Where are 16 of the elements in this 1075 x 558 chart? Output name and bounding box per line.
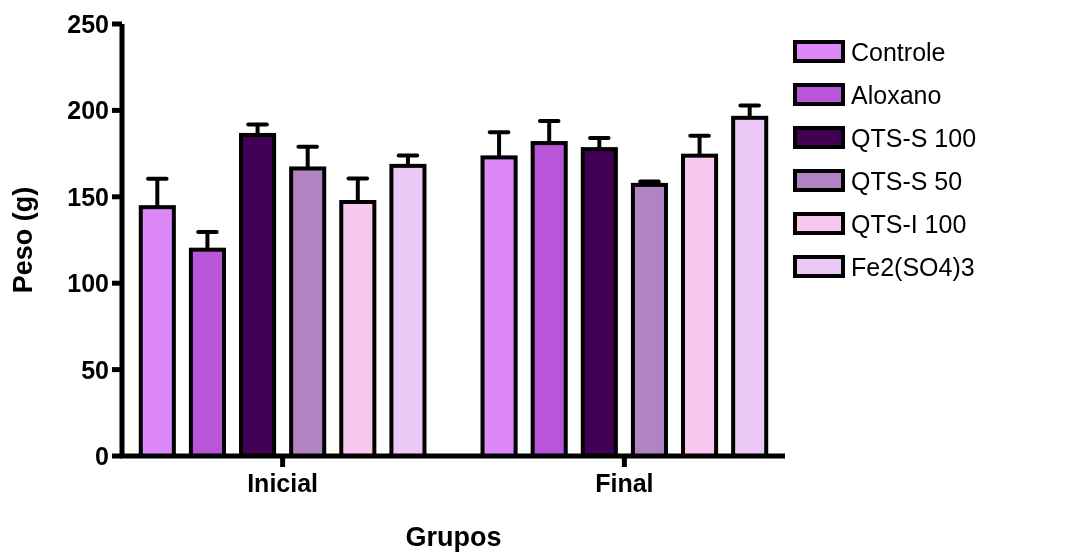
y-axis-title: Peso (g) bbox=[8, 186, 38, 294]
legend-label: QTS-S 100 bbox=[851, 124, 977, 152]
x-axis-title: Grupos bbox=[405, 522, 502, 552]
legend-label: QTS-S 50 bbox=[851, 167, 963, 195]
y-tick-label: 100 bbox=[67, 269, 109, 298]
y-tick-label: 200 bbox=[67, 96, 109, 125]
x-tick-label: Inicial bbox=[247, 469, 319, 497]
legend-label: QTS-I 100 bbox=[851, 210, 967, 238]
x-tick-label: Final bbox=[595, 469, 654, 497]
legend-label: Controle bbox=[851, 38, 946, 66]
y-tick-label: 50 bbox=[81, 355, 109, 384]
legend-label: Fe2(SO4)3 bbox=[851, 253, 975, 281]
y-tick-label: 0 bbox=[95, 442, 109, 470]
y-tick-label: 150 bbox=[67, 182, 109, 211]
legend-label: Aloxano bbox=[851, 81, 942, 109]
y-tick-label: 250 bbox=[67, 10, 109, 38]
